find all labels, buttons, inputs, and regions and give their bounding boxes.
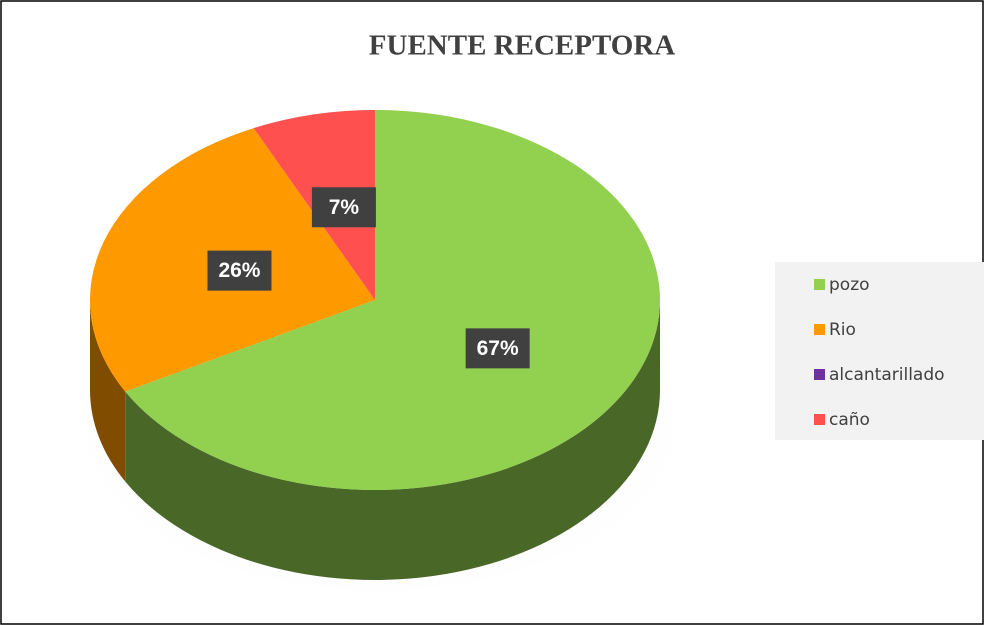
data-label-box: [311, 187, 376, 228]
legend-swatch: [814, 279, 825, 290]
legend-label: alcantarillado: [829, 365, 945, 385]
data-label: 26%: [218, 259, 260, 282]
chart-title: FUENTE RECEPTORA: [369, 30, 675, 62]
pie-side: [90, 300, 126, 482]
data-label: 67%: [477, 337, 519, 360]
data-label-box: [207, 250, 272, 291]
legend-swatch: [814, 369, 825, 380]
legend-label: caño: [829, 410, 870, 430]
legend-label: Rio: [829, 320, 856, 340]
pie-side: [125, 300, 661, 580]
pie-slice: [125, 110, 661, 490]
legend-swatch: [814, 324, 825, 335]
data-label-box: [465, 328, 530, 369]
legend-box: [775, 262, 984, 440]
legend-label: pozo: [829, 275, 870, 295]
legend-swatch: [814, 414, 825, 425]
data-label: 7%: [329, 196, 360, 219]
